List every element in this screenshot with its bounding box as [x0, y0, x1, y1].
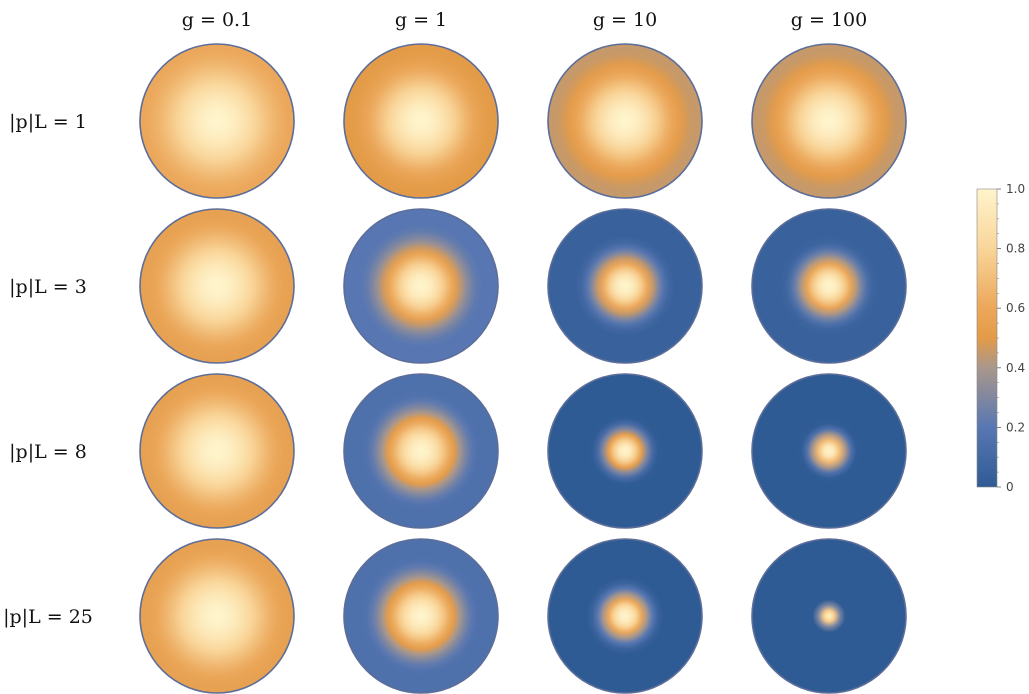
heatmap-disc-r2-c3: [752, 374, 906, 528]
heatmap-disc-r0-c2: [548, 44, 702, 198]
heatmap-disc-r1-c1: [344, 209, 498, 363]
column-label-g-1: g = 1: [395, 9, 447, 31]
heatmap-discs: [140, 44, 906, 693]
heatmap-disc-r2-c2: [548, 374, 702, 528]
colorbar: 0 0.2 0.4 0.6 0.8 1.0: [977, 182, 1025, 494]
heatmap-disc-r1-c0: [140, 209, 294, 363]
column-label-g-10: g = 10: [593, 9, 657, 31]
heatmap-disc-r0-c3: [752, 44, 906, 198]
row-label-pl-3: |p|L = 3: [9, 276, 87, 298]
heatmap-disc-r2-c0: [140, 374, 294, 528]
colorbar-tick-label: 0.8: [1006, 242, 1025, 256]
colorbar-ticks: 0 0.2 0.4 0.6 0.8 1.0: [997, 182, 1025, 494]
heatmap-disc-r0-c1: [344, 44, 498, 198]
heatmap-disc-r3-c3: [752, 539, 906, 693]
colorbar-tick-label: 0.4: [1006, 361, 1025, 375]
colorbar-tick-label: 1.0: [1006, 182, 1025, 196]
colorbar-tick-label: 0.2: [1006, 420, 1025, 434]
heatmap-disc-r3-c1: [344, 539, 498, 693]
colorbar-gradient: [977, 189, 997, 487]
heatmap-disc-r2-c1: [344, 374, 498, 528]
heatmap-disc-r0-c0: [140, 44, 294, 198]
heatmap-disc-r1-c2: [548, 209, 702, 363]
colorbar-tick-label: 0: [1006, 480, 1014, 494]
column-label-g-100: g = 100: [791, 9, 867, 31]
column-label-g-0-1: g = 0.1: [182, 9, 252, 31]
colorbar-tick-label: 0.6: [1006, 301, 1025, 315]
row-label-pl-25: |p|L = 25: [3, 606, 93, 628]
heatmap-disc-r3-c0: [140, 539, 294, 693]
heatmap-disc-r3-c2: [548, 539, 702, 693]
row-label-pl-8: |p|L = 8: [9, 441, 87, 463]
heatmap-disc-r1-c3: [752, 209, 906, 363]
row-label-pl-1: |p|L = 1: [9, 111, 87, 133]
